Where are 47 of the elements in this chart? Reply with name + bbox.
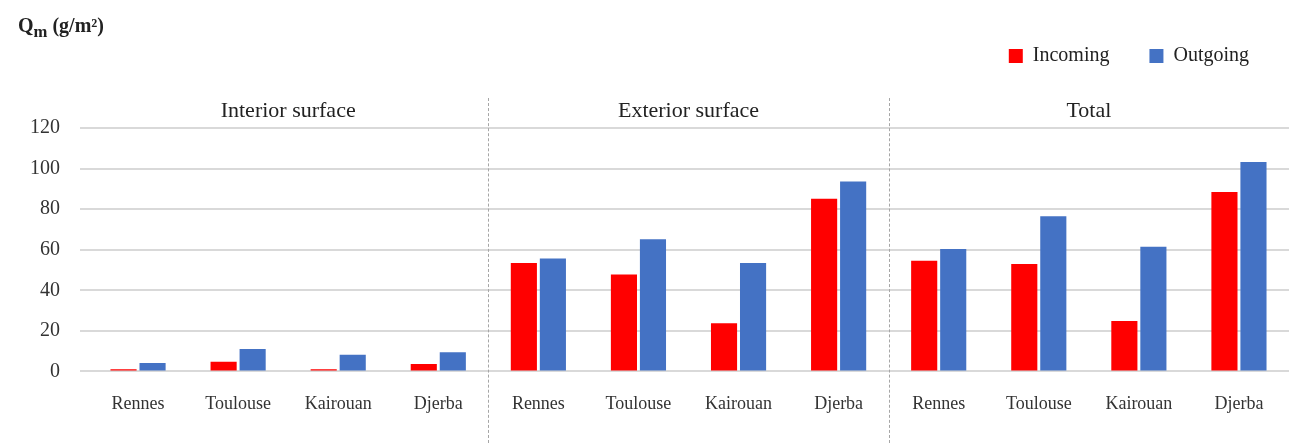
bar [410,363,437,371]
bar [610,274,638,371]
bar [739,262,767,371]
text: Exterior surface [617,96,760,122]
y-tick-label: 40 [40,277,60,300]
bar [1011,263,1038,371]
bar [911,260,938,371]
y-tick-label: 60 [40,236,60,259]
bar [339,354,366,371]
x-tick-label: Djerba [814,392,864,413]
x-tick-label: Kairouan [705,392,773,413]
bar [840,181,867,371]
bar [811,198,838,371]
y-tick-label: 100 [30,155,60,178]
y-tick-label: 80 [40,196,60,219]
x-tick-label: Toulouse [605,392,672,413]
bar [1140,246,1167,371]
x-tick-label: Rennes [912,392,966,413]
bar [439,352,466,371]
text: Interior surface [220,96,356,122]
y-tick-label: 120 [30,115,60,138]
bar [1111,321,1138,371]
bar [139,362,166,371]
x-tick-label: Toulouse [1005,392,1072,413]
bar [510,262,537,371]
x-tick-label: Kairouan [1105,392,1173,413]
bar [1211,192,1238,371]
bar [239,349,266,371]
bar [539,258,566,371]
y-axis-title: Q$_{m}$ (g/m²) [18,14,104,42]
x-tick-label: Kairouan [304,392,372,413]
y-tick-label: 0 [50,358,60,381]
x-tick-label: Djerba [1214,392,1264,413]
bar [940,248,967,371]
bar [1040,216,1067,371]
legend-label: Outgoing [1173,43,1250,67]
bar [1240,162,1267,371]
x-tick-label: Toulouse [205,392,271,413]
bar [210,361,237,371]
text: Total [1066,96,1112,122]
x-tick-label: Djerba [413,392,463,413]
bar [639,239,667,371]
bar [710,323,738,371]
x-tick-label: Rennes [511,392,565,413]
y-tick-label: 20 [40,318,60,341]
legend-label: Incoming [1032,43,1110,67]
x-tick-label: Rennes [111,392,165,413]
